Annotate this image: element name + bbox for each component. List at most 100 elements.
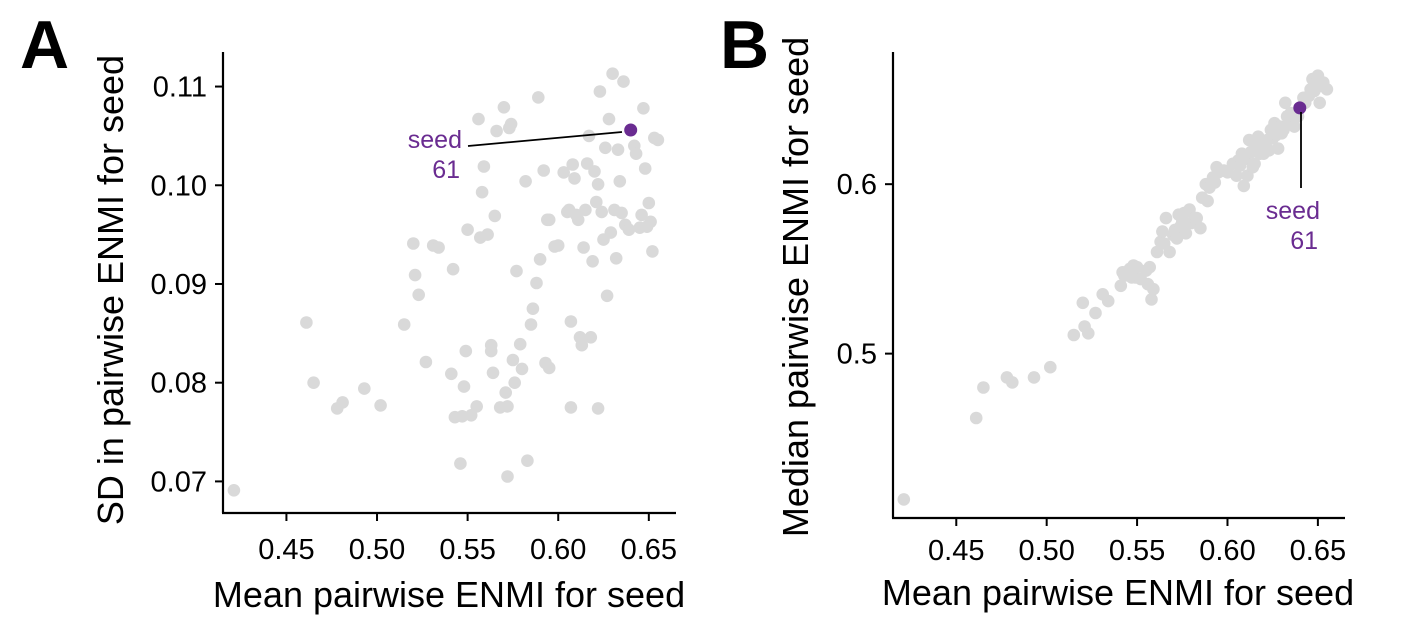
data-point — [499, 386, 512, 399]
data-point — [1159, 211, 1173, 225]
data-point — [1163, 245, 1176, 259]
data-point — [300, 316, 313, 329]
data-point — [530, 276, 543, 290]
panel-b-annotation: seed 61 — [1266, 112, 1320, 255]
data-point — [1237, 179, 1251, 193]
data-point — [486, 366, 500, 380]
x-tick-label: 0.55 — [439, 534, 495, 566]
panel-a-annotation-line1: seed — [408, 126, 462, 154]
data-point — [604, 226, 618, 239]
data-point — [504, 117, 518, 131]
data-point — [1044, 360, 1057, 374]
data-point — [969, 411, 983, 425]
y-tick-label: 0.09 — [151, 269, 207, 301]
data-point — [1082, 327, 1095, 340]
data-point — [519, 175, 532, 188]
panel-a-leader-line — [467, 131, 623, 147]
data-point — [566, 158, 579, 171]
x-tick-label: 0.45 — [928, 535, 984, 567]
data-point — [1271, 142, 1285, 155]
panel-a-annotation-line2: 61 — [432, 156, 460, 184]
panel-a-points — [227, 67, 665, 497]
data-point — [591, 402, 605, 415]
highlighted-seed-point — [1293, 101, 1307, 115]
data-point — [508, 376, 521, 390]
data-point — [533, 252, 547, 266]
panel-b-annotation-line2: 61 — [1290, 227, 1318, 255]
y-tick-label: 0.10 — [151, 170, 207, 202]
panel-a: A 0.45 0.50 0.55 0.60 0.65 0.070.080.090.100… — [20, 7, 685, 615]
data-point — [580, 157, 594, 170]
data-point — [586, 254, 599, 268]
data-point — [542, 213, 556, 227]
data-point — [1208, 176, 1222, 189]
x-tick-label: 0.65 — [621, 534, 677, 566]
data-point — [1194, 221, 1207, 235]
data-point — [1114, 279, 1128, 293]
panel-a-y-axis-title: SD in pairwise ENMI for seed — [90, 55, 131, 525]
data-point — [454, 457, 467, 470]
highlighted-seed-point — [624, 123, 638, 137]
data-point — [227, 484, 241, 497]
data-point — [459, 344, 473, 358]
data-point — [501, 400, 514, 413]
data-point — [446, 262, 460, 276]
panel-a-y-ticks: 0.07 0.08 0.09 0.10 0.11 — [151, 72, 223, 498]
y-tick-label: 0.07 — [151, 466, 207, 498]
y-tick-label: 0.5 — [837, 339, 877, 371]
x-tick-label: 0.55 — [1109, 535, 1165, 567]
data-point — [571, 213, 585, 227]
data-point — [588, 165, 601, 178]
data-point — [1143, 260, 1156, 274]
data-point — [408, 268, 422, 282]
data-point — [642, 196, 656, 210]
data-point — [1006, 376, 1019, 389]
data-point — [510, 264, 523, 278]
data-point — [577, 241, 590, 254]
data-point — [488, 209, 502, 223]
data-point — [336, 396, 349, 409]
data-point — [1145, 293, 1158, 306]
data-point — [606, 67, 619, 80]
data-point — [599, 141, 612, 155]
data-point — [1190, 211, 1203, 225]
data-point — [497, 101, 511, 114]
data-point — [646, 245, 659, 258]
data-point — [472, 112, 485, 126]
data-point — [521, 454, 534, 468]
data-point — [629, 147, 643, 160]
data-point — [1313, 96, 1326, 110]
data-point — [484, 344, 498, 358]
data-point — [591, 178, 605, 191]
panel-b-highlight — [1293, 101, 1307, 115]
data-point — [526, 302, 540, 316]
data-point — [1230, 169, 1243, 182]
panel-b-x-ticks: 0.45 0.50 0.55 0.60 0.65 — [928, 518, 1346, 567]
data-point — [515, 362, 529, 376]
y-tick-label: 0.11 — [153, 72, 207, 104]
data-point — [470, 400, 484, 413]
data-point — [407, 237, 420, 250]
data-point — [584, 331, 598, 344]
panel-b-y-axis-title: Median pairwise ENMI for seed — [775, 37, 816, 537]
data-point — [1150, 245, 1164, 259]
data-point — [524, 318, 538, 331]
x-tick-label: 0.60 — [530, 534, 586, 566]
data-point — [475, 185, 489, 199]
data-point — [635, 208, 648, 222]
data-point — [1248, 157, 1261, 171]
data-point — [602, 112, 616, 126]
data-point — [1320, 83, 1334, 96]
panel-a-annotation: seed 61 — [408, 126, 623, 184]
data-point — [637, 102, 650, 115]
data-point — [490, 124, 503, 138]
data-point — [611, 143, 625, 156]
data-point — [622, 223, 636, 236]
panel-b-points — [897, 69, 1334, 506]
x-tick-label: 0.65 — [1290, 535, 1346, 567]
data-point — [1089, 306, 1102, 320]
data-point — [513, 337, 527, 351]
data-point — [615, 206, 628, 220]
data-point — [457, 380, 471, 393]
